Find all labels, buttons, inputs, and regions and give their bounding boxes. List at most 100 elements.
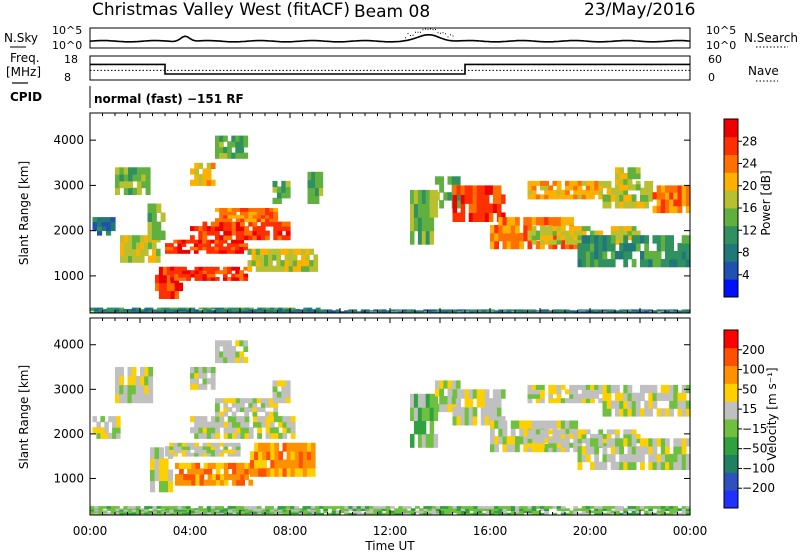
power-cell <box>136 255 141 263</box>
velocity-cell <box>256 508 262 511</box>
velocity-cell <box>365 506 370 509</box>
power-cell <box>155 274 160 284</box>
velocity-cell <box>123 506 129 509</box>
velocity-cell <box>311 512 317 515</box>
power-cell <box>223 146 228 154</box>
power-cell <box>162 282 168 292</box>
power-cell <box>490 311 495 313</box>
power-cell <box>265 221 270 227</box>
velocity-cell <box>510 443 516 453</box>
velocity-cell <box>236 462 241 469</box>
power-cell <box>590 243 595 252</box>
velocity-cell <box>227 432 233 439</box>
power-cell <box>294 309 299 311</box>
velocity-cell <box>173 511 179 513</box>
power-cell <box>219 141 224 148</box>
power-cell <box>648 194 654 202</box>
velocity-cell <box>531 433 537 439</box>
power-cell <box>429 230 435 245</box>
power-cell <box>548 226 554 232</box>
power-cell <box>585 185 591 191</box>
power-cell <box>156 230 162 241</box>
velocity-cell <box>215 427 220 434</box>
velocity-cell <box>560 398 566 404</box>
power-cell <box>419 311 424 313</box>
power-cell <box>194 309 199 311</box>
power-cell <box>115 307 120 310</box>
velocity-cell <box>168 480 174 493</box>
velocity-cell <box>140 393 145 404</box>
velocity-cell <box>556 393 562 399</box>
power-cell <box>425 189 431 204</box>
power-cell <box>202 277 208 281</box>
power-cell <box>469 311 474 313</box>
velocity-cell <box>190 442 195 447</box>
velocity-cell <box>250 467 255 477</box>
velocity-cell <box>444 508 449 511</box>
velocity-cell <box>394 510 399 514</box>
power-cell <box>348 309 354 311</box>
power-cell <box>381 310 387 312</box>
power-cell <box>277 221 283 227</box>
velocity-cell <box>652 453 658 463</box>
power-cell <box>248 221 254 227</box>
power-cell <box>227 235 233 241</box>
velocity-cell <box>290 451 296 461</box>
velocity-cell <box>540 393 545 399</box>
power-cell <box>560 309 566 311</box>
velocity-cell <box>294 442 300 452</box>
power-cell <box>540 235 545 241</box>
velocity-cell <box>685 510 691 514</box>
velocity-cell <box>610 512 616 516</box>
power-cell <box>410 310 416 312</box>
power-cell <box>285 235 291 241</box>
velocity-cell <box>523 508 529 511</box>
power-cell <box>315 307 321 310</box>
velocity-cell <box>560 510 566 514</box>
power-cell <box>315 179 320 189</box>
power-cell <box>435 309 441 311</box>
velocity-cell <box>660 506 666 509</box>
power-cell <box>631 310 637 312</box>
power-cell <box>152 310 158 312</box>
power-cell <box>544 311 549 313</box>
velocity-cell <box>131 506 137 509</box>
velocity-cell <box>244 462 249 469</box>
power-cell <box>186 273 191 278</box>
velocity-cell <box>191 479 196 486</box>
x-tick-label: 00:00 <box>73 524 108 538</box>
power-cell <box>296 248 302 255</box>
power-cell <box>123 174 129 182</box>
power-cell <box>315 310 320 312</box>
velocity-cell <box>140 508 145 511</box>
power-cell <box>552 180 558 186</box>
power-cell <box>110 226 116 232</box>
velocity-cell <box>527 442 533 448</box>
power-cell <box>313 260 319 267</box>
velocity-cell <box>194 511 200 513</box>
power-cell <box>194 310 199 312</box>
power-cell <box>210 230 216 236</box>
velocity-cell <box>140 367 145 377</box>
power-cell <box>190 273 196 278</box>
velocity-cell <box>485 506 491 509</box>
power-cell <box>523 217 529 226</box>
velocity-cell <box>266 467 271 477</box>
power-cell <box>560 217 566 226</box>
velocity-cell <box>602 446 608 455</box>
power-cell <box>585 235 591 244</box>
velocity-cell <box>244 407 249 413</box>
power-cell <box>535 217 541 226</box>
power-cell <box>222 246 228 251</box>
power-cell <box>573 239 579 245</box>
power-cell <box>128 248 133 256</box>
velocity-cell <box>219 479 225 486</box>
velocity-cell <box>102 512 108 515</box>
velocity-cell <box>244 474 249 481</box>
velocity-cell <box>207 512 212 515</box>
power-cell <box>644 310 649 312</box>
velocity-cell <box>331 510 337 514</box>
velocity-cell <box>152 512 158 515</box>
velocity-cell <box>527 433 533 439</box>
power-cell <box>252 214 258 219</box>
